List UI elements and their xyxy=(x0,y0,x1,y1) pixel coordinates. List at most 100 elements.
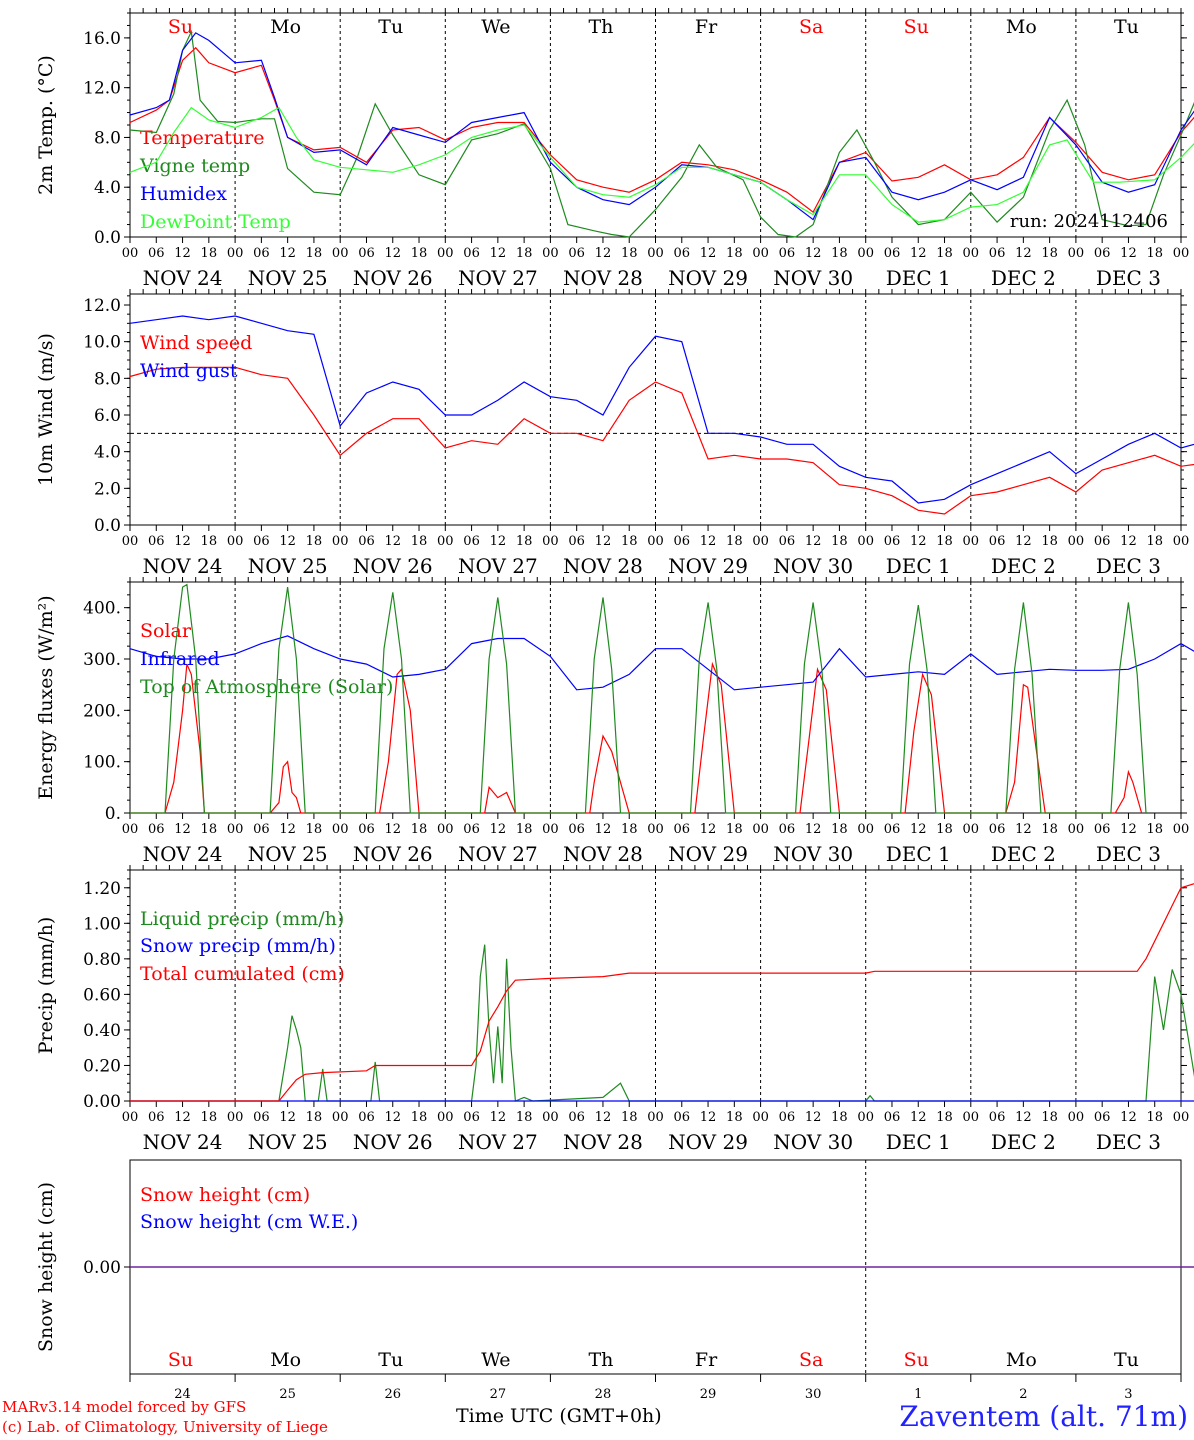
series-line-temperature xyxy=(129,46,1194,214)
hour-tick-label: 06 xyxy=(568,1110,585,1125)
legend-entry: Snow height (cm) xyxy=(140,1184,310,1206)
hour-tick-label: 00 xyxy=(1173,822,1190,837)
legend-entry: Top of Atmosphere (Solar) xyxy=(140,676,393,698)
hour-tick-label: 06 xyxy=(253,1110,270,1125)
date-label: NOV 28 xyxy=(563,842,643,866)
lab-credit: (c) Lab. of Climatology, University of L… xyxy=(2,1418,328,1436)
date-label: NOV 28 xyxy=(563,266,643,290)
date-label: NOV 30 xyxy=(773,554,853,578)
hour-tick-label: 18 xyxy=(726,822,743,837)
y-tick-label: 0. xyxy=(105,804,121,824)
date-label: NOV 29 xyxy=(668,266,748,290)
y-tick-label: 100. xyxy=(83,753,121,773)
hour-tick-label: 06 xyxy=(253,822,270,837)
hour-tick-label: 12 xyxy=(805,1110,822,1125)
hour-tick-label: 18 xyxy=(201,534,218,549)
hour-tick-label: 18 xyxy=(726,1110,743,1125)
day-number-label: 30 xyxy=(805,1387,822,1402)
hour-tick-label: 00 xyxy=(1068,534,1085,549)
date-label: NOV 25 xyxy=(248,1130,328,1154)
hour-tick-label: 12 xyxy=(490,1110,507,1125)
date-label: NOV 28 xyxy=(563,554,643,578)
hour-tick-label: 18 xyxy=(936,534,953,549)
hour-tick-label: 06 xyxy=(358,822,375,837)
hour-tick-label: 12 xyxy=(174,534,191,549)
y-tick-label: 2.0 xyxy=(94,479,121,499)
weekday-label: Mo xyxy=(270,16,301,38)
weekday-label: Fr xyxy=(695,16,718,38)
weekday-label: Sa xyxy=(799,1349,823,1371)
hour-tick-label: 06 xyxy=(779,246,796,261)
date-label: NOV 30 xyxy=(773,842,853,866)
hour-tick-label: 12 xyxy=(174,822,191,837)
y-tick-label: 200. xyxy=(83,701,121,721)
date-label: DEC 1 xyxy=(886,554,951,578)
legend-entry: Infrared xyxy=(140,648,220,670)
date-label: NOV 26 xyxy=(353,842,433,866)
hour-tick-label: 06 xyxy=(463,822,480,837)
hour-tick-label: 00 xyxy=(437,822,454,837)
hour-tick-label: 00 xyxy=(542,822,559,837)
legend-entry: Snow height (cm W.E.) xyxy=(140,1211,358,1233)
legend-entry: Wind speed xyxy=(140,332,252,354)
y-tick-label: 6.0 xyxy=(94,406,121,426)
hour-tick-label: 06 xyxy=(989,534,1006,549)
day-number-label: 27 xyxy=(490,1387,507,1402)
hour-tick-label: 12 xyxy=(700,1110,717,1125)
hour-tick-label: 00 xyxy=(332,1110,349,1125)
hour-tick-label: 00 xyxy=(1068,822,1085,837)
hour-tick-label: 00 xyxy=(752,1110,769,1125)
hour-tick-label: 18 xyxy=(1146,534,1163,549)
hour-tick-label: 00 xyxy=(752,822,769,837)
run-label: run: 2024112406 xyxy=(1010,211,1168,232)
date-label: NOV 25 xyxy=(248,842,328,866)
hour-tick-label: 12 xyxy=(1120,534,1137,549)
hour-tick-label: 18 xyxy=(201,1110,218,1125)
hour-tick-label: 06 xyxy=(779,1110,796,1125)
date-label: NOV 29 xyxy=(668,1130,748,1154)
y-tick-label: 16.0 xyxy=(83,29,121,49)
hour-tick-label: 06 xyxy=(358,1110,375,1125)
hour-tick-label: 12 xyxy=(805,822,822,837)
hour-tick-label: 12 xyxy=(490,534,507,549)
hour-tick-label: 00 xyxy=(752,534,769,549)
hour-tick-label: 06 xyxy=(568,822,585,837)
weekday-label: Mo xyxy=(1006,1349,1037,1371)
hour-tick-label: 18 xyxy=(201,246,218,261)
legend-entry: Snow precip (mm/h) xyxy=(140,935,336,957)
hour-tick-label: 18 xyxy=(306,822,323,837)
hour-tick-label: 18 xyxy=(411,1110,428,1125)
hour-tick-label: 18 xyxy=(1146,246,1163,261)
hour-tick-label: 00 xyxy=(332,822,349,837)
hour-tick-label: 06 xyxy=(568,246,585,261)
hour-tick-label: 06 xyxy=(253,246,270,261)
date-label: NOV 29 xyxy=(668,554,748,578)
legend-entry: Liquid precip (mm/h) xyxy=(140,908,344,930)
hour-tick-label: 18 xyxy=(831,822,848,837)
weekday-label: Su xyxy=(904,1349,929,1371)
date-label: DEC 1 xyxy=(886,266,951,290)
date-label: NOV 26 xyxy=(353,266,433,290)
hour-tick-label: 00 xyxy=(647,246,664,261)
hour-tick-label: 18 xyxy=(936,246,953,261)
y-tick-label: 400. xyxy=(83,599,121,619)
hour-tick-label: 00 xyxy=(963,822,980,837)
weekday-label: Th xyxy=(588,1349,613,1371)
series-line-vigne-temp xyxy=(129,29,1194,238)
date-label: NOV 27 xyxy=(458,266,538,290)
y-tick-label: 8.0 xyxy=(94,369,121,389)
hour-tick-label: 12 xyxy=(700,534,717,549)
y-tick-label: 0.40 xyxy=(83,1021,121,1041)
date-label: NOV 24 xyxy=(143,266,223,290)
hour-tick-label: 12 xyxy=(1015,534,1032,549)
y-tick-label: 10.0 xyxy=(83,333,121,353)
y-tick-label: 1.20 xyxy=(83,879,121,899)
hour-tick-label: 18 xyxy=(936,822,953,837)
hour-tick-label: 18 xyxy=(831,534,848,549)
date-label: DEC 2 xyxy=(991,842,1056,866)
hour-tick-label: 00 xyxy=(1068,246,1085,261)
weekday-label: We xyxy=(481,16,510,38)
legend-entry: Wind gust xyxy=(140,360,238,382)
series-line-humidex xyxy=(129,32,1194,221)
hour-tick-label: 00 xyxy=(963,246,980,261)
